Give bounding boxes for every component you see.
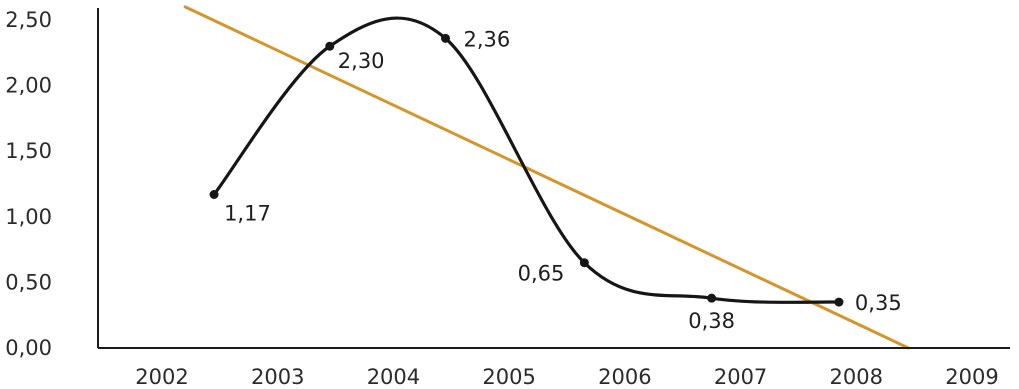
series-line [212, 16, 841, 304]
data-label: 0,35 [855, 291, 902, 315]
data-point [325, 41, 335, 51]
data-point [579, 258, 589, 268]
data-label: 0,38 [688, 309, 735, 333]
x-tick-label: 2009 [945, 365, 998, 389]
y-tick-label: 2,00 [5, 74, 52, 98]
x-tick-label: 2004 [367, 365, 420, 389]
y-axis-ticks: 0,00 0,50 1,00 1,50 2,00 2,50 [5, 8, 52, 360]
data-point [441, 33, 450, 43]
data-labels: 1,17 2,30 2,36 0,65 0,38 0,35 [224, 27, 902, 333]
y-tick-label: 0,50 [5, 270, 52, 294]
y-tick-label: 1,00 [5, 205, 52, 229]
data-point [209, 189, 219, 199]
data-label: 0,65 [518, 262, 565, 286]
x-tick-label: 2005 [482, 365, 535, 389]
y-tick-label: 2,50 [5, 8, 52, 32]
x-tick-label: 2008 [830, 365, 883, 389]
data-label: 2,36 [464, 27, 511, 51]
data-point [834, 297, 844, 307]
data-label: 1,17 [224, 201, 271, 225]
x-tick-label: 2007 [714, 365, 767, 389]
x-tick-label: 2002 [135, 365, 188, 389]
x-tick-label: 2003 [251, 365, 304, 389]
data-points [209, 33, 844, 307]
data-point [707, 293, 717, 303]
y-tick-label: 0,00 [5, 336, 52, 360]
trend-line [183, 5, 910, 350]
x-tick-label: 2006 [598, 365, 651, 389]
data-label: 2,30 [338, 49, 385, 73]
y-tick-label: 1,50 [5, 139, 52, 163]
x-axis-ticks: 2002 2003 2004 2005 2006 2007 2008 2009 [135, 365, 998, 389]
